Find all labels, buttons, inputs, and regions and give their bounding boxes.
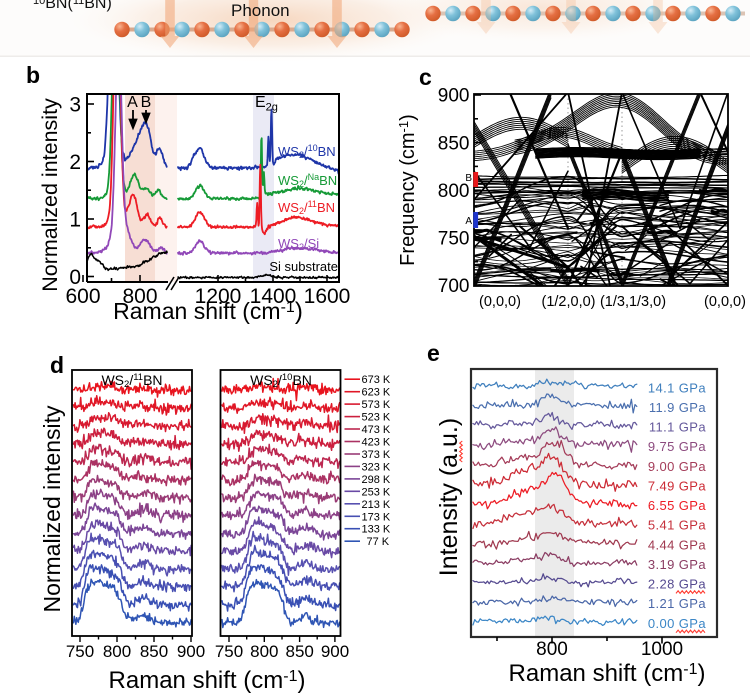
svg-text:77 K: 77 K <box>367 536 390 548</box>
svg-text:0.00 GPa: 0.00 GPa <box>648 616 706 631</box>
svg-text:523 K: 523 K <box>362 412 391 424</box>
svg-text:9.00 GPa: 9.00 GPa <box>648 459 706 474</box>
svg-text:WS2/10BN: WS2/10BN <box>278 143 336 160</box>
svg-text:2.28 GPa: 2.28 GPa <box>648 577 706 592</box>
svg-text:2: 2 <box>69 151 81 174</box>
svg-text:(1/3,1/3,0): (1/3,1/3,0) <box>600 294 666 310</box>
svg-text:800: 800 <box>250 642 278 661</box>
svg-text:900: 900 <box>177 642 205 661</box>
svg-text:WS2/NaBN: WS2/NaBN <box>278 172 337 189</box>
svg-text:800: 800 <box>536 639 568 660</box>
svg-text:850: 850 <box>140 642 168 661</box>
svg-text:5.41 GPa: 5.41 GPa <box>648 518 706 533</box>
svg-text:7.49 GPa: 7.49 GPa <box>648 478 706 493</box>
svg-text:(1/2,0,0): (1/2,0,0) <box>542 294 596 310</box>
svg-text:133 K: 133 K <box>362 524 391 536</box>
svg-text:e: e <box>427 340 440 366</box>
svg-text:573 K: 573 K <box>362 399 391 411</box>
svg-text:253 K: 253 K <box>362 486 391 498</box>
svg-text:Frequency (cm-1): Frequency (cm-1) <box>396 114 419 266</box>
svg-text:3.19 GPa: 3.19 GPa <box>648 557 706 572</box>
svg-text:Intensity (a.u.): Intensity (a.u.) <box>435 418 463 576</box>
svg-text:900: 900 <box>438 86 470 107</box>
svg-text:(0,0,0): (0,0,0) <box>704 294 746 310</box>
svg-text:Normalized intensity: Normalized intensity <box>39 405 65 613</box>
svg-text:1.21 GPa: 1.21 GPa <box>648 596 706 611</box>
svg-text:Normalized intensity: Normalized intensity <box>38 98 62 292</box>
svg-text:11.1 GPa: 11.1 GPa <box>649 420 707 435</box>
svg-text:850: 850 <box>438 133 470 154</box>
svg-text:1200: 1200 <box>195 285 242 308</box>
svg-text:750: 750 <box>438 229 470 250</box>
svg-text:6.55 GPa: 6.55 GPa <box>648 498 706 513</box>
svg-text:1600: 1600 <box>304 285 351 308</box>
svg-text:14.1 GPa: 14.1 GPa <box>648 380 706 395</box>
svg-text:673 K: 673 K <box>362 374 391 386</box>
svg-text:4.44 GPa: 4.44 GPa <box>648 537 706 552</box>
svg-text:A: A <box>465 216 472 227</box>
svg-text:d: d <box>50 352 64 378</box>
svg-text:600: 600 <box>65 285 100 308</box>
svg-text:423 K: 423 K <box>362 437 391 449</box>
svg-text:WS2/10BN: WS2/10BN <box>250 372 312 390</box>
svg-text:900: 900 <box>321 642 349 661</box>
svg-text:800: 800 <box>122 285 157 308</box>
svg-text:9.75 GPa: 9.75 GPa <box>648 439 706 454</box>
svg-text:1400: 1400 <box>250 285 297 308</box>
svg-text:WS2/11BN: WS2/11BN <box>101 372 162 390</box>
svg-text:1000: 1000 <box>641 639 683 660</box>
svg-text:213 K: 213 K <box>362 499 391 511</box>
svg-text:(0,0,0): (0,0,0) <box>479 294 521 310</box>
svg-text:750: 750 <box>66 642 94 661</box>
svg-text:373 K: 373 K <box>362 449 391 461</box>
svg-text:173 K: 173 K <box>362 511 391 523</box>
svg-text:750: 750 <box>215 642 243 661</box>
svg-text:298 K: 298 K <box>362 474 391 486</box>
svg-text:b: b <box>26 62 40 88</box>
svg-text:800: 800 <box>438 181 470 202</box>
svg-text:323 K: 323 K <box>362 461 391 473</box>
svg-text:1: 1 <box>69 208 81 231</box>
svg-text:Si substrate: Si substrate <box>269 259 338 274</box>
svg-text:850: 850 <box>286 642 314 661</box>
svg-text:B: B <box>141 94 152 111</box>
svg-text:B: B <box>465 173 472 184</box>
svg-text:10BN(11BN): 10BN(11BN) <box>33 0 112 12</box>
svg-text:3: 3 <box>69 93 81 116</box>
svg-text:WS2/Si: WS2/Si <box>278 236 319 252</box>
svg-text:WS2/11BN: WS2/11BN <box>278 199 335 216</box>
svg-text:Raman shift (cm-1): Raman shift (cm-1) <box>109 667 306 694</box>
svg-text:Raman shift (cm-1): Raman shift (cm-1) <box>113 298 303 325</box>
svg-text:800: 800 <box>103 642 131 661</box>
svg-text:0: 0 <box>69 266 81 289</box>
svg-text:11.9 GPa: 11.9 GPa <box>649 400 707 415</box>
svg-text:Phonon: Phonon <box>231 1 290 20</box>
svg-text:A: A <box>127 94 138 111</box>
svg-text:Raman shift (cm-1): Raman shift (cm-1) <box>509 660 706 687</box>
svg-text:473 K: 473 K <box>362 424 391 436</box>
svg-text:623 K: 623 K <box>362 387 391 399</box>
svg-text:c: c <box>419 64 432 90</box>
svg-text:700: 700 <box>438 276 470 297</box>
